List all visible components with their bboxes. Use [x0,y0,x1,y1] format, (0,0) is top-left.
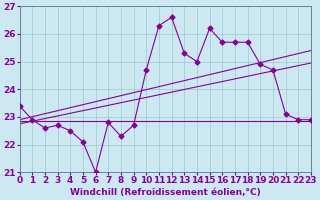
X-axis label: Windchill (Refroidissement éolien,°C): Windchill (Refroidissement éolien,°C) [70,188,261,197]
